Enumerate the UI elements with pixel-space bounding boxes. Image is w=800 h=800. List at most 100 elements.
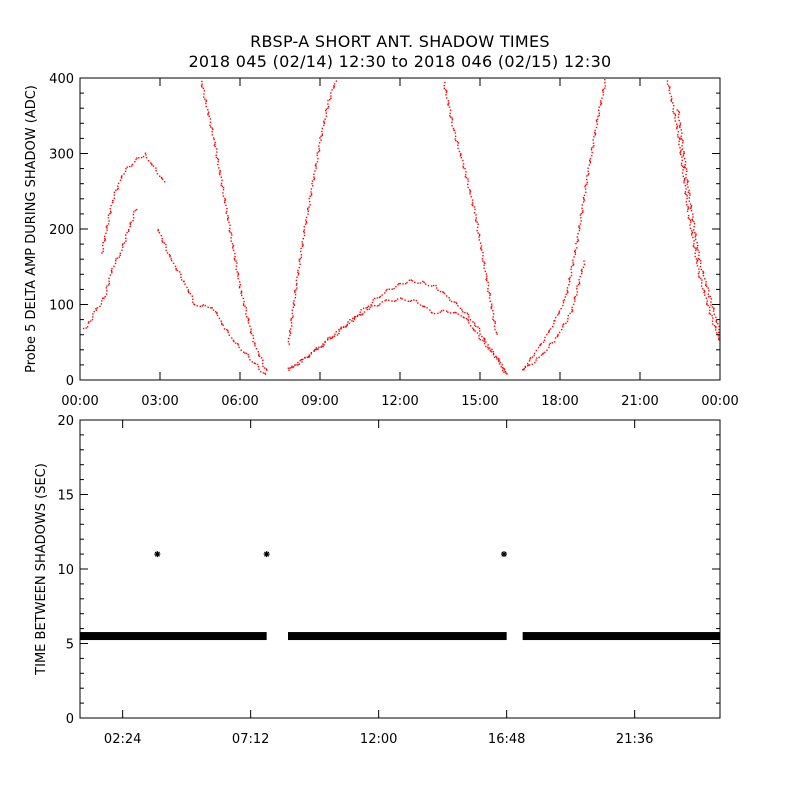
data-point <box>102 248 104 250</box>
data-point <box>590 147 593 149</box>
data-point <box>693 246 695 248</box>
data-point <box>708 290 710 292</box>
data-point <box>584 188 587 190</box>
data-point <box>694 252 696 254</box>
data-point <box>224 201 226 204</box>
data-point <box>238 287 241 289</box>
data-point <box>693 229 695 231</box>
data-point <box>289 332 292 334</box>
data-point <box>315 165 317 167</box>
data-point <box>247 322 250 324</box>
data-point <box>564 296 566 298</box>
data-point <box>594 129 596 132</box>
data-point <box>245 352 248 355</box>
data-point <box>310 193 313 195</box>
data-point <box>443 291 445 294</box>
data-point <box>100 303 103 305</box>
data-point <box>161 241 164 243</box>
data-point <box>104 238 106 240</box>
data-point <box>103 297 105 299</box>
data-point <box>222 324 224 326</box>
data-point <box>192 298 194 300</box>
data-point <box>119 252 121 254</box>
data-point <box>147 160 150 162</box>
data-point <box>604 85 607 87</box>
data-point <box>245 307 247 309</box>
data-point <box>702 272 704 275</box>
data-point <box>230 232 233 234</box>
data-point <box>111 270 113 273</box>
data-point <box>531 356 534 358</box>
data-point <box>315 163 317 165</box>
data-point <box>474 330 476 332</box>
data-point <box>207 109 209 111</box>
data-point <box>554 337 557 339</box>
data-point <box>492 318 494 320</box>
data-point <box>348 322 351 325</box>
data-point <box>477 226 479 229</box>
data-point <box>566 289 568 292</box>
data-point <box>537 346 540 349</box>
data-point <box>296 287 298 289</box>
data-point <box>679 125 681 127</box>
data-point <box>292 302 295 304</box>
data-point <box>536 357 538 359</box>
data-point <box>386 288 388 291</box>
data-point <box>136 157 138 159</box>
data-point <box>706 300 708 302</box>
data-point <box>439 290 442 293</box>
data-point <box>291 309 293 311</box>
data-point <box>315 167 317 169</box>
data-point <box>125 168 127 170</box>
data-point <box>460 315 462 317</box>
data-point <box>574 249 577 251</box>
data-point <box>581 207 583 209</box>
data-point <box>442 309 445 312</box>
data-point <box>330 95 332 97</box>
data-point <box>115 260 117 262</box>
data-point <box>705 281 707 283</box>
data-point <box>299 263 301 265</box>
data-point <box>686 210 689 212</box>
series-6 <box>287 297 507 373</box>
data-point <box>682 153 685 155</box>
data-point <box>679 138 681 140</box>
data-point <box>207 114 209 116</box>
data-point <box>453 129 455 132</box>
data-point <box>408 279 411 281</box>
data-point <box>475 219 477 221</box>
data-point <box>712 317 714 319</box>
data-point <box>216 311 218 314</box>
data-point <box>123 242 126 244</box>
data-point <box>674 117 676 119</box>
data-point <box>595 126 598 129</box>
data-point <box>193 304 196 306</box>
data-point <box>478 337 480 340</box>
data-point <box>105 232 107 234</box>
data-point <box>295 289 297 291</box>
data-point <box>471 203 473 206</box>
data-point <box>452 312 455 314</box>
data-point <box>116 188 119 191</box>
data-point <box>260 370 262 373</box>
data-point <box>300 254 303 256</box>
data-point <box>99 305 101 308</box>
data-point <box>379 303 381 305</box>
data-point <box>263 367 266 369</box>
data-point <box>186 286 188 289</box>
data-point <box>689 221 692 223</box>
data-point <box>423 281 425 284</box>
data-point <box>349 319 351 321</box>
x-tick-label: 06:00 <box>221 394 258 409</box>
data-point <box>239 285 241 288</box>
data-point <box>600 102 603 105</box>
data-point <box>126 166 128 168</box>
data-point <box>493 319 495 322</box>
data-point <box>129 165 131 168</box>
data-point <box>480 242 482 244</box>
data-point <box>471 202 474 204</box>
data-point <box>138 157 140 159</box>
data-point <box>205 102 207 105</box>
data-point <box>254 343 256 345</box>
data-point <box>181 279 183 281</box>
